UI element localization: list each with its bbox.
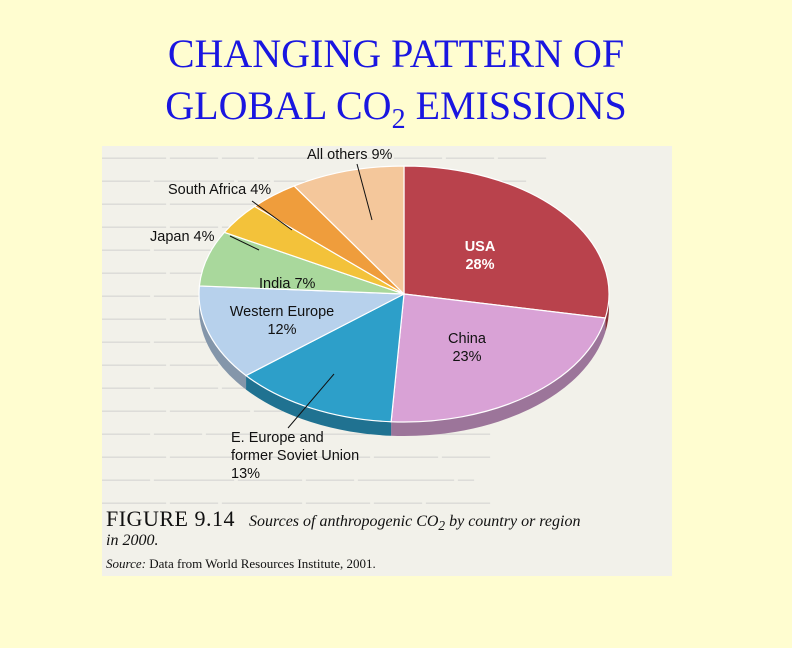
pie-slice-all-others bbox=[293, 165, 405, 296]
title-line-1: CHANGING PATTERN OF bbox=[167, 31, 625, 76]
figure-source: Source: Data from World Resources Instit… bbox=[106, 556, 376, 572]
slice-label-e-europe-and-former-soviet-union-line-3: 13% bbox=[231, 466, 260, 482]
pie-slice-usa bbox=[403, 165, 610, 319]
slice-label-usa-line-1: USA bbox=[465, 239, 496, 255]
leader-line-all-others bbox=[356, 163, 373, 221]
slice-label-china-line-1: China bbox=[448, 331, 487, 347]
slice-label-e-europe-and-former-soviet-union-line-2: former Soviet Union bbox=[231, 448, 359, 464]
figure-caption-text: Sources of anthropogenic CO2 by country … bbox=[248, 513, 581, 534]
pie-side-western-europe bbox=[199, 294, 247, 390]
figure-caption-year: in 2000. bbox=[106, 532, 159, 550]
pie-slice-e-europe-and-former-soviet-union bbox=[244, 292, 405, 423]
slice-label-western-europe-line-1: Western Europe bbox=[230, 304, 335, 320]
leader-line-south-africa bbox=[251, 200, 293, 231]
pie-side-china bbox=[391, 317, 606, 437]
leader-line-japan bbox=[229, 235, 260, 251]
slice-label-usa-line-2: 28% bbox=[465, 257, 494, 273]
slice-label-western-europe-line-2: 12% bbox=[267, 322, 296, 338]
slice-label-japan-line-1: Japan 4% bbox=[150, 229, 215, 245]
pie-side-e-europe-and-former-soviet-union bbox=[246, 375, 392, 436]
pie-slice-western-europe bbox=[198, 285, 407, 377]
slice-label-china-line-2: 23% bbox=[452, 349, 481, 365]
pie-slice-china bbox=[390, 293, 607, 423]
slide-title: CHANGING PATTERN OF GLOBAL CO2 EMISSIONS bbox=[0, 28, 792, 135]
slice-label-all-others-line-1: All others 9% bbox=[307, 147, 393, 163]
slice-label-india-line-1: India 7% bbox=[259, 276, 316, 292]
slice-label-e-europe-and-former-soviet-union-line-1: E. Europe and bbox=[231, 430, 324, 446]
slice-label-south-africa-line-1: South Africa 4% bbox=[168, 182, 271, 198]
figure-caption: FIGURE 9.14 Sources of anthropogenic CO2 … bbox=[106, 506, 672, 572]
figure-number: FIGURE 9.14 bbox=[106, 506, 235, 531]
title-line-2: GLOBAL CO2 EMISSIONS bbox=[165, 83, 627, 135]
scanned-figure: ―――― ――― ―― ――――― ――― ――― ――― ――― ――― ――… bbox=[102, 146, 672, 576]
pie-chart: USA 28% China 23% E. Europe and former Soviet… bbox=[150, 147, 610, 482]
leader-line-e-europe-and-former-soviet-union bbox=[287, 373, 335, 429]
